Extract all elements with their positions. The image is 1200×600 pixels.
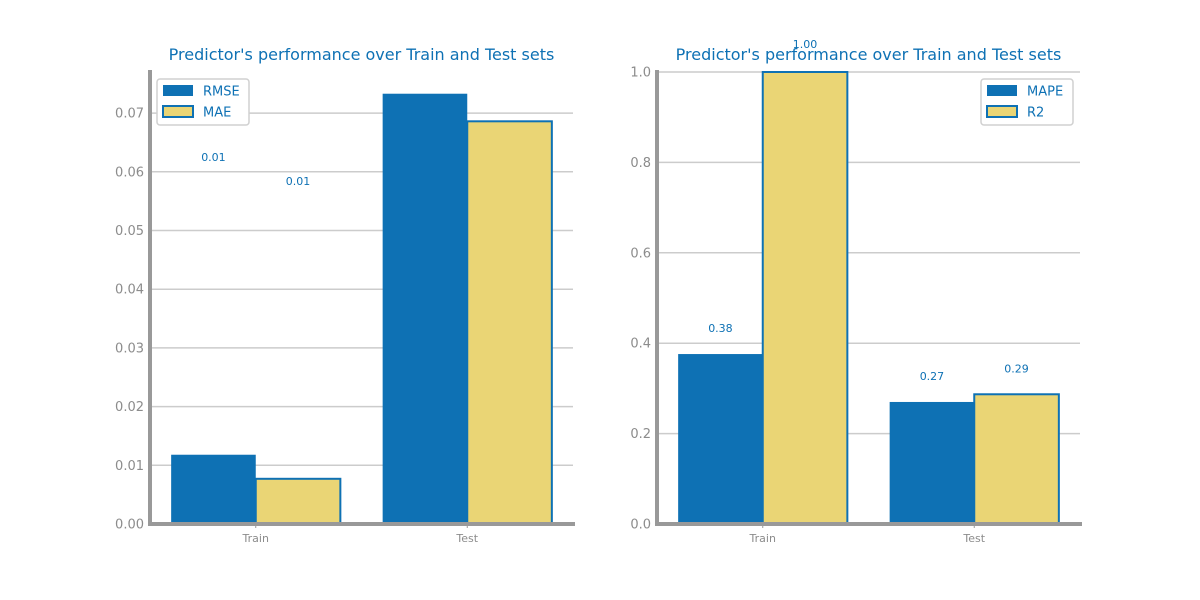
data-label: 0.27 xyxy=(920,370,945,383)
legend-swatch-mape xyxy=(987,85,1017,96)
legend-label-mape: MAPE xyxy=(1027,85,1063,100)
y-tick-label: 0.01 xyxy=(115,459,144,474)
legend-swatch-rmse xyxy=(163,85,193,96)
y-tick-label: 0.6 xyxy=(630,246,651,261)
y-tick-label: 0.05 xyxy=(115,224,144,239)
x-tick-label: Test xyxy=(455,532,478,545)
y-tick-label: 0.06 xyxy=(115,165,144,180)
bar-rmse-train xyxy=(171,454,256,524)
x-tick-label: Train xyxy=(749,532,776,545)
y-tick-label: 0.4 xyxy=(630,337,651,352)
y-tick-label: 0.07 xyxy=(115,107,144,122)
legend: MAPE R2 xyxy=(980,78,1074,126)
data-label: 0.29 xyxy=(1004,362,1029,375)
bar-r2-train xyxy=(761,71,849,525)
y-tick-label: 1.0 xyxy=(630,66,651,81)
bar-rmse-test xyxy=(382,93,468,524)
legend-label-r2: R2 xyxy=(1027,106,1044,121)
y-tick-label: 0.00 xyxy=(115,518,144,533)
data-label: 1.00 xyxy=(793,38,818,51)
bar-mae-train xyxy=(254,477,342,525)
y-tick-label: 0.8 xyxy=(630,156,651,171)
x-tick-label: Train xyxy=(242,532,269,545)
bar-mape-test xyxy=(889,401,975,524)
data-label: 0.01 xyxy=(286,175,311,188)
bar-r2-test xyxy=(973,393,1060,525)
bar-mape-train xyxy=(678,354,763,524)
legend-swatch-r2 xyxy=(986,105,1018,118)
y-tick-label: 0.0 xyxy=(630,518,651,533)
data-label: 0.01 xyxy=(201,151,226,164)
y-tick-label: 0.04 xyxy=(115,283,144,298)
y-tick-label: 0.2 xyxy=(630,427,651,442)
y-tick-label: 0.02 xyxy=(115,400,144,415)
legend-label-rmse: RMSE xyxy=(203,85,240,100)
y-tick-label: 0.03 xyxy=(115,341,144,356)
legend-label-mae: MAE xyxy=(203,106,231,121)
chart-title: Predictor's performance over Train and T… xyxy=(169,45,555,64)
chart-panel-1: Predictor's performance over Train and T… xyxy=(115,45,575,545)
legend: RMSE MAE xyxy=(156,78,250,126)
chart-title: Predictor's performance over Train and T… xyxy=(676,45,1062,64)
legend-swatch-mae xyxy=(162,105,194,118)
x-tick-label: Test xyxy=(962,532,985,545)
bar-mae-test xyxy=(466,120,553,526)
data-label: 0.38 xyxy=(708,322,733,335)
chart-panel-2: Predictor's performance over Train and T… xyxy=(630,38,1082,545)
